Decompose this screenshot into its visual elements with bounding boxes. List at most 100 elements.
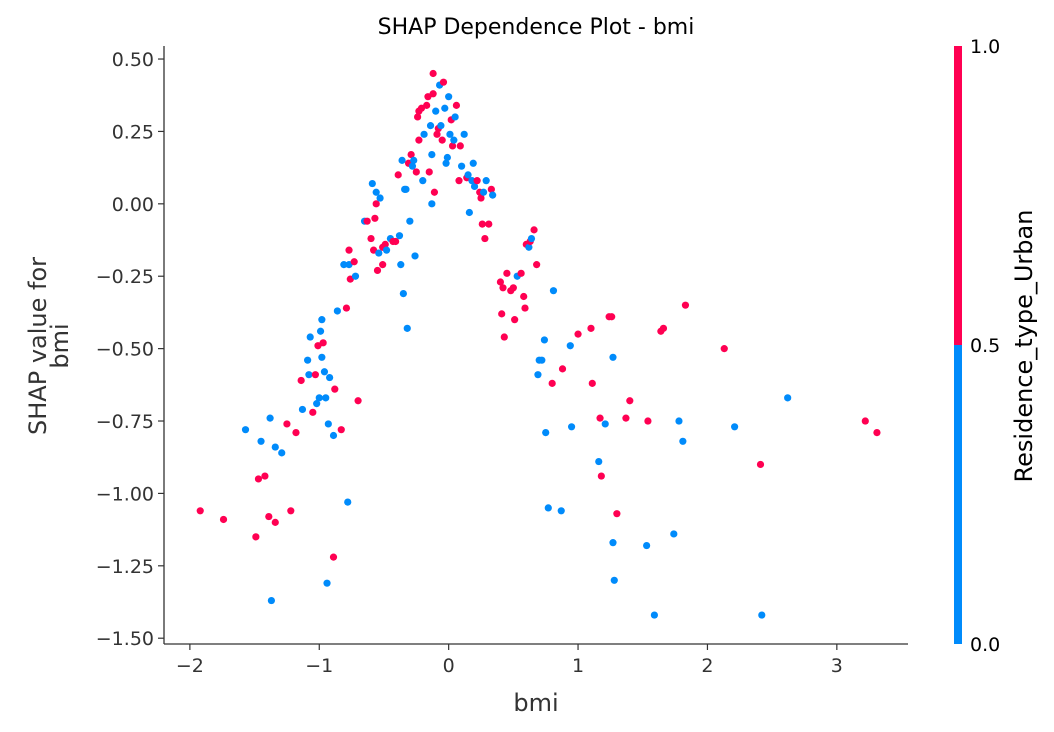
scatter-point: [397, 261, 405, 269]
scatter-point: [756, 460, 765, 469]
scatter-point: [420, 130, 428, 138]
scatter-point: [394, 171, 402, 179]
scatter-point: [548, 379, 556, 387]
scatter-point: [485, 220, 493, 228]
scatter-point: [644, 417, 652, 425]
scatter-point: [566, 342, 574, 350]
scatter-point: [241, 426, 250, 434]
scatter-point: [326, 373, 334, 382]
scatter-point: [311, 371, 319, 379]
scatter-point: [521, 304, 529, 312]
scatter-point: [415, 136, 423, 144]
scatter-point: [399, 289, 407, 298]
scatter-point: [376, 194, 384, 202]
scatter-point: [525, 243, 533, 251]
scatter-point: [534, 371, 542, 379]
scatter-point: [643, 541, 651, 550]
scatter-point: [375, 249, 383, 257]
y-tick-label: −1.00: [96, 483, 154, 505]
scatter-point: [445, 93, 453, 101]
scatter-point: [433, 130, 441, 138]
y-tick-label: 0.00: [112, 194, 154, 216]
x-tick-label: 1: [572, 655, 584, 677]
scatter-point: [406, 217, 414, 225]
scatter-point: [305, 371, 313, 379]
scatter-point: [542, 429, 550, 437]
scatter-point: [304, 356, 312, 364]
scatter-point: [271, 518, 279, 526]
scatter-point: [448, 142, 457, 150]
y-tick-label: 0.25: [112, 121, 154, 143]
scatter-point: [487, 185, 495, 193]
scatter-point: [595, 457, 603, 466]
scatter-point: [363, 217, 371, 225]
scatter-point: [479, 188, 488, 196]
scatter-point: [329, 553, 338, 561]
scatter-point: [267, 596, 275, 605]
scatter-point: [609, 539, 617, 547]
scatter-point: [320, 368, 329, 376]
scatter-point: [517, 269, 525, 277]
scatter-point: [613, 510, 621, 518]
scatter-point: [381, 240, 389, 248]
scatter-point: [337, 426, 345, 434]
scatter-point: [432, 107, 440, 115]
scatter-point: [219, 515, 228, 524]
scatter-point: [442, 159, 450, 167]
scatter-point: [266, 414, 274, 422]
scatter-point: [451, 113, 459, 121]
scatter-point: [351, 272, 360, 280]
scatter-point: [567, 423, 576, 431]
scatter-point: [861, 417, 869, 425]
scatter-point: [315, 394, 323, 402]
scatter-point: [426, 122, 435, 130]
scatter-point: [297, 376, 305, 385]
scatter-point: [439, 78, 448, 86]
scatter-point: [784, 394, 792, 402]
scatter-point: [371, 214, 379, 222]
x-tick-label: −2: [176, 655, 204, 677]
scatter-point: [469, 159, 477, 167]
scatter-point: [478, 220, 486, 228]
scatter-point: [395, 232, 404, 240]
scatter-point: [367, 234, 375, 243]
scatter-point: [530, 226, 538, 234]
scatter-point: [430, 188, 439, 196]
points-layer: [196, 69, 881, 619]
y-tick-label: −0.50: [96, 339, 154, 361]
scatter-point: [414, 113, 422, 121]
scatter-point: [292, 429, 300, 437]
scatter-point: [329, 431, 338, 440]
scatter-point: [392, 237, 400, 246]
scatter-point: [538, 356, 546, 364]
scatter-point: [368, 179, 376, 188]
colorbar-tick-label: 0.5: [970, 335, 1000, 357]
scatter-point: [520, 292, 528, 301]
scatter-point: [423, 101, 431, 109]
scatter-point: [318, 353, 326, 361]
scatter-point: [323, 579, 331, 587]
scatter-point: [428, 150, 436, 159]
scatter-point: [429, 90, 437, 98]
scatter-point: [437, 122, 445, 130]
scatter-point: [410, 156, 418, 164]
scatter-point: [403, 324, 411, 332]
scatter-point: [429, 69, 437, 78]
scatter-point: [659, 324, 668, 332]
y-tick-label: −0.75: [96, 411, 154, 433]
scatter-point: [331, 385, 339, 393]
scatter-point: [477, 194, 485, 202]
scatter-point: [470, 182, 479, 191]
scatter-point: [473, 177, 481, 185]
scatter-point: [731, 423, 739, 431]
scatter-point: [322, 394, 330, 402]
scatter-point: [511, 316, 519, 324]
scatter-point: [287, 507, 295, 515]
scatter-point: [257, 437, 265, 445]
colorbar-tick-label: 1.0: [970, 36, 1000, 58]
scatter-point: [482, 177, 490, 185]
y-tick-label: −0.25: [96, 266, 154, 288]
colorbar-label: Residence_type_Urban: [1010, 210, 1038, 483]
x-ticks: −2 −1 0 1 2 3: [176, 644, 843, 677]
